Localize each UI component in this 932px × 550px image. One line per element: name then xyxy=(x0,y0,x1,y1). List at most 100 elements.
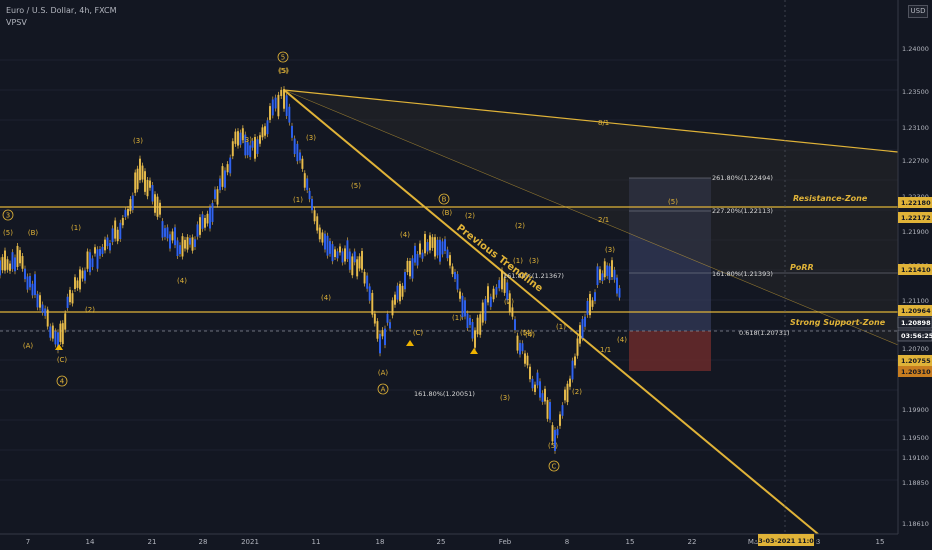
time-tick: 28 xyxy=(199,538,208,546)
candle xyxy=(376,321,379,339)
candle xyxy=(237,131,239,146)
candle xyxy=(461,295,464,318)
candle xyxy=(559,414,561,426)
candle xyxy=(389,322,391,329)
support-zone-box xyxy=(629,331,711,371)
candle xyxy=(151,185,154,202)
candle xyxy=(301,158,304,169)
wave-label: (2) xyxy=(85,306,95,314)
candle xyxy=(74,277,76,289)
candle xyxy=(121,217,124,226)
wave-circle-label: 4 xyxy=(60,378,65,386)
candle xyxy=(44,308,47,316)
candle xyxy=(481,302,484,323)
candle xyxy=(36,293,39,308)
candle xyxy=(487,286,489,303)
wave-circle xyxy=(377,383,389,395)
candle xyxy=(456,274,459,290)
porr-label: PoRR xyxy=(790,263,814,272)
candle xyxy=(231,141,234,157)
candle xyxy=(71,293,74,304)
candle xyxy=(426,242,429,252)
fib-label: 261.80%(1.22494) xyxy=(712,174,773,182)
pivot-marker xyxy=(406,340,414,346)
wave-label: (4) xyxy=(523,329,533,337)
candle xyxy=(318,227,321,240)
symbol-title: Euro / U.S. Dollar, 4h, FXCM xyxy=(6,6,117,15)
candle xyxy=(476,317,479,335)
wave-circle-label: 3 xyxy=(6,212,10,220)
candle xyxy=(11,252,14,269)
candle xyxy=(449,255,451,266)
price-tick: 1.18610 xyxy=(902,520,929,528)
price-badge xyxy=(897,329,932,342)
candle xyxy=(291,125,293,138)
candle xyxy=(379,333,381,354)
candle xyxy=(274,97,277,109)
candle xyxy=(321,232,324,243)
candle xyxy=(166,227,169,239)
price-badge-label: 1.21410 xyxy=(901,266,931,274)
candle xyxy=(579,325,581,344)
candle xyxy=(501,270,503,290)
wave-label: (3) xyxy=(500,394,510,402)
candle xyxy=(124,209,127,217)
candle xyxy=(308,190,311,200)
candle xyxy=(283,89,285,109)
candle xyxy=(6,259,9,270)
candle xyxy=(373,313,376,324)
candle xyxy=(86,251,89,269)
time-tick: 15 xyxy=(876,538,885,546)
fan-label: 1/1 xyxy=(600,346,611,354)
candle xyxy=(601,273,604,281)
wave-label: (2) xyxy=(465,212,475,220)
candle xyxy=(79,269,81,290)
candle xyxy=(131,195,134,210)
wave-label: (5) xyxy=(520,329,530,337)
candle xyxy=(534,384,536,392)
wave-circle xyxy=(2,209,14,221)
wave-label: (1) xyxy=(71,224,81,232)
candle xyxy=(358,256,361,269)
candle xyxy=(104,239,106,251)
candle xyxy=(514,319,516,331)
candle xyxy=(66,296,69,308)
price-badge xyxy=(898,212,932,223)
time-tick: 21 xyxy=(148,538,157,546)
pivot-marker xyxy=(470,348,478,354)
price-tick: 1.18850 xyxy=(902,479,929,487)
candle xyxy=(174,227,176,246)
candle xyxy=(571,360,574,380)
time-tick: 8 xyxy=(816,538,820,546)
candle xyxy=(224,170,226,188)
price-badge xyxy=(898,305,932,316)
fib-label: 227.20%(1.22113) xyxy=(712,207,773,215)
candle xyxy=(64,313,67,330)
candle xyxy=(464,300,466,317)
candle xyxy=(492,288,495,300)
wave-circle xyxy=(438,193,450,205)
candle xyxy=(176,240,179,257)
wave-label: (3) xyxy=(242,136,252,144)
price-tick: 1.19100 xyxy=(902,454,929,462)
candle xyxy=(536,372,539,386)
wave-label: (C) xyxy=(57,356,68,364)
price-badge xyxy=(898,197,932,208)
price-badge-label: 1.20310 xyxy=(901,368,931,376)
candle xyxy=(249,145,252,157)
candle xyxy=(316,216,319,231)
candle xyxy=(576,338,579,356)
price-tick: 1.23500 xyxy=(902,88,929,96)
price-tick: 1.21900 xyxy=(902,228,929,236)
candle xyxy=(246,142,249,156)
candle xyxy=(111,228,114,243)
candle xyxy=(261,127,264,138)
currency-button[interactable]: USD xyxy=(908,5,928,18)
candle xyxy=(366,275,369,289)
price-tick: 1.21100 xyxy=(902,297,929,305)
candle xyxy=(191,237,194,251)
candle xyxy=(334,249,336,258)
candle xyxy=(154,194,156,213)
candle xyxy=(256,139,259,154)
